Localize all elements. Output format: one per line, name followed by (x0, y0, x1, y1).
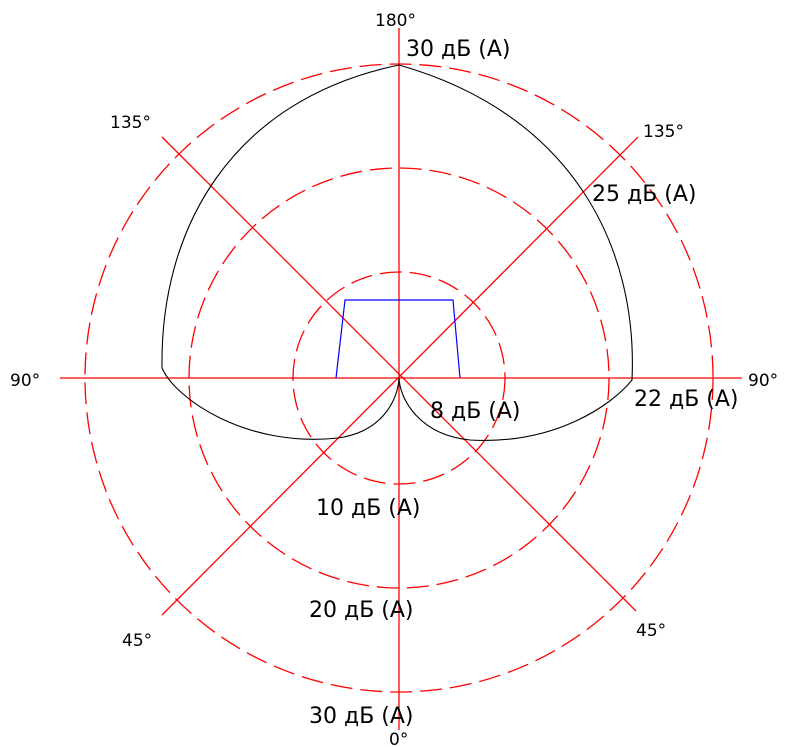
angle-label-135-right: 135° (643, 122, 684, 142)
level-label-middle: 20 дБ (А) (309, 598, 414, 623)
directivity-pattern (161, 64, 633, 441)
level-label-center: 8 дБ (А) (430, 399, 521, 424)
level-label-top: 30 дБ (А) (406, 37, 511, 62)
level-label-inner: 10 дБ (А) (316, 496, 421, 521)
level-label-bottom: 30 дБ (А) (309, 704, 414, 729)
angle-label-45-left: 45° (122, 631, 152, 651)
axis-diagonal-a (161, 136, 637, 612)
angle-label-90-right: 90° (748, 371, 778, 391)
axis-diagonal-b (161, 136, 639, 616)
angle-label-135-left: 135° (110, 113, 151, 133)
angle-label-45-right: 45° (636, 621, 666, 641)
angle-label-180: 180° (375, 11, 416, 31)
device-outline (335, 299, 461, 379)
angle-label-0: 0° (389, 730, 408, 747)
angle-label-90-left: 90° (10, 371, 40, 391)
level-label-right: 22 дБ (А) (634, 387, 739, 412)
level-label-upper-right: 25 дБ (А) (592, 182, 697, 207)
